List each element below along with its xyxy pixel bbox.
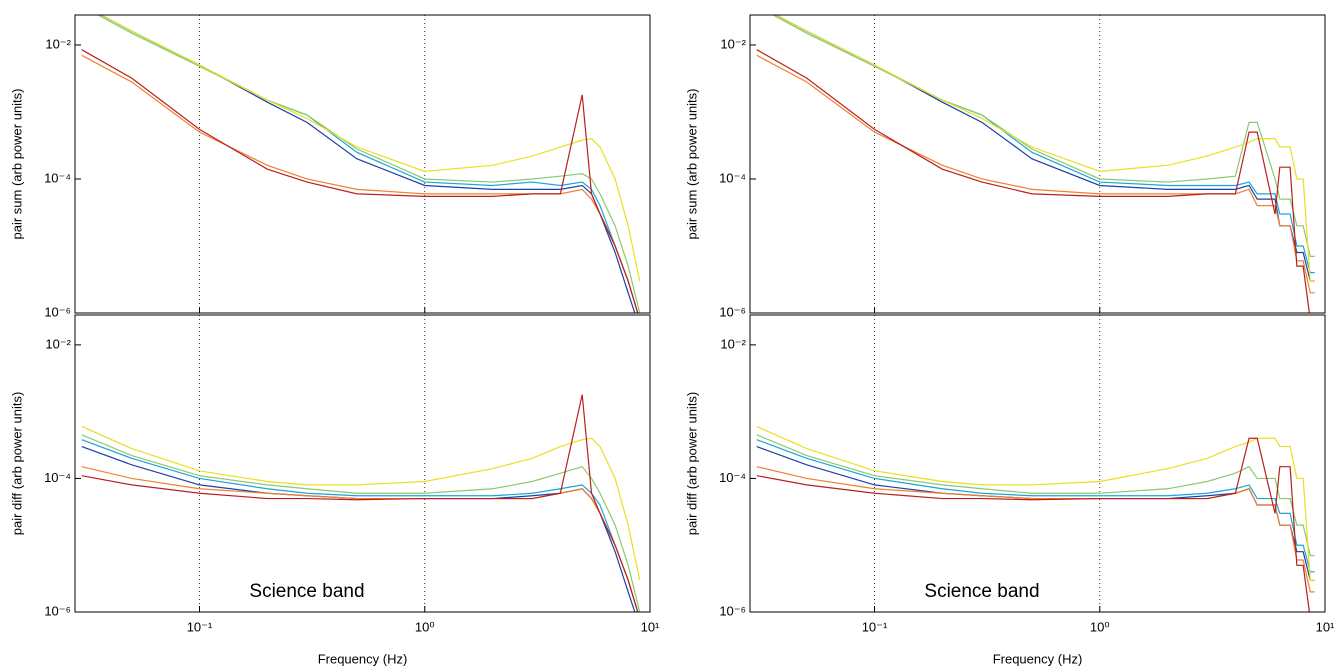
data-line bbox=[756, 434, 1315, 557]
y-tick-label: 10⁻⁶ bbox=[719, 603, 746, 618]
x-axis-label: Frequency (Hz) bbox=[318, 651, 408, 666]
y-tick-label: 10⁻² bbox=[45, 336, 71, 351]
data-line bbox=[756, 446, 1315, 581]
data-line bbox=[756, 54, 1315, 294]
y-tick-label: 10⁻⁶ bbox=[719, 304, 746, 319]
plot-area bbox=[81, 15, 641, 313]
data-line bbox=[81, 446, 636, 612]
data-line bbox=[99, 15, 641, 282]
y-tick-label: 10⁻⁶ bbox=[44, 603, 71, 618]
data-line bbox=[81, 54, 639, 313]
y-axis-label: pair diff (arb power units) bbox=[684, 392, 699, 536]
data-line bbox=[99, 15, 636, 313]
y-tick-label: 10⁻⁴ bbox=[719, 170, 746, 185]
panel: 10⁻⁶ 10⁻⁴ 10⁻² pair sum (arb power units) bbox=[9, 14, 651, 319]
x-axis-label: Frequency (Hz) bbox=[993, 651, 1083, 666]
y-axis-label: pair sum (arb power units) bbox=[9, 89, 24, 240]
data-line bbox=[81, 425, 641, 581]
panel: 10⁻¹ 10⁰ 10¹ 10⁻⁶ 10⁻⁴ 10⁻² pair diff (arb pow… bbox=[9, 314, 660, 666]
y-tick-label: 10⁻² bbox=[720, 336, 746, 351]
plot-area bbox=[756, 15, 1315, 313]
y-tick-label: 10⁻² bbox=[720, 36, 746, 51]
y-axis-label: pair diff (arb power units) bbox=[9, 392, 24, 536]
data-line bbox=[81, 439, 639, 612]
panel: 10⁻¹ 10⁰ 10¹ 10⁻⁶ 10⁻⁴ 10⁻² pair diff (arb pow… bbox=[684, 314, 1335, 666]
data-line bbox=[756, 439, 1315, 573]
plot-area bbox=[756, 425, 1315, 612]
x-tick-label: 10¹ bbox=[1316, 619, 1335, 634]
panel: 10⁻⁶ 10⁻⁴ 10⁻² pair sum (arb power units) bbox=[684, 14, 1326, 319]
data-line bbox=[756, 49, 1310, 313]
data-line bbox=[96, 15, 641, 313]
data-line bbox=[756, 437, 1310, 612]
y-tick-label: 10⁻² bbox=[45, 36, 71, 51]
annotation: Science band bbox=[249, 581, 364, 602]
data-line bbox=[99, 15, 639, 313]
x-tick-label: 10⁻¹ bbox=[187, 619, 213, 634]
y-tick-label: 10⁻⁶ bbox=[44, 304, 71, 319]
data-line bbox=[771, 15, 1315, 257]
data-line bbox=[774, 15, 1315, 282]
data-line bbox=[774, 15, 1315, 274]
data-line bbox=[756, 425, 1315, 581]
axes-frame bbox=[749, 14, 1326, 314]
y-axis-label: pair sum (arb power units) bbox=[684, 89, 699, 240]
annotation: Science band bbox=[924, 581, 1039, 602]
y-tick-label: 10⁻⁴ bbox=[719, 470, 746, 485]
x-tick-label: 10¹ bbox=[641, 619, 660, 634]
data-line bbox=[774, 15, 1315, 282]
axes-frame bbox=[74, 14, 651, 314]
data-line bbox=[756, 466, 1315, 593]
data-line bbox=[81, 394, 639, 612]
plot-area bbox=[81, 394, 641, 612]
x-tick-label: 10⁰ bbox=[415, 619, 435, 634]
data-line bbox=[81, 434, 641, 612]
axes-frame bbox=[74, 314, 651, 613]
y-tick-label: 10⁻⁴ bbox=[44, 470, 71, 485]
x-tick-label: 10⁰ bbox=[1090, 619, 1110, 634]
axes-frame bbox=[749, 314, 1326, 613]
data-line bbox=[81, 49, 639, 313]
x-tick-label: 10⁻¹ bbox=[862, 619, 888, 634]
y-tick-label: 10⁻⁴ bbox=[44, 170, 71, 185]
